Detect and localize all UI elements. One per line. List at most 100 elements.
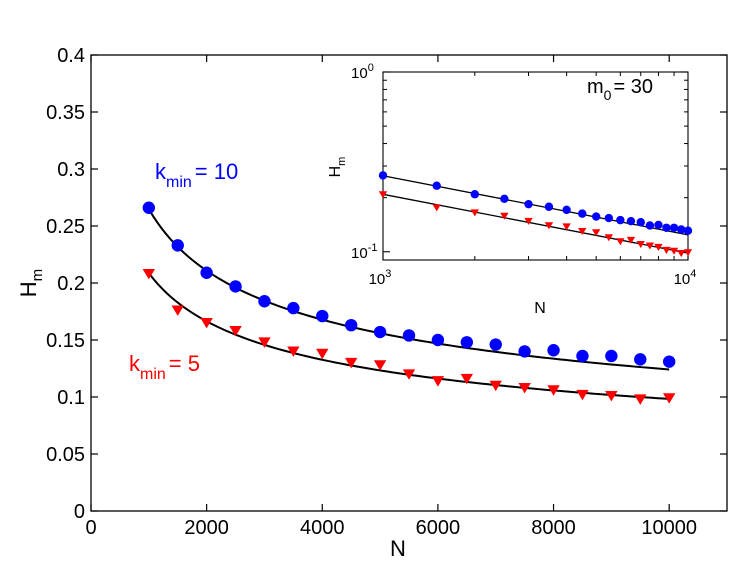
inset-annotation-base: m <box>587 76 604 98</box>
x-tick-label: 0 <box>85 517 96 539</box>
series-label-kmin-5-rest: = 5 <box>169 351 200 376</box>
inset-point-kmin-10 <box>669 223 679 232</box>
inset-point-kmin-5 <box>524 217 533 225</box>
inset-point-kmin-5 <box>677 250 686 258</box>
inset-point-kmin-5 <box>378 191 388 199</box>
data-point-kmin-10 <box>460 336 474 349</box>
inset-point-kmin-10 <box>578 209 587 218</box>
inset-y-tick-label: 100 <box>351 62 374 82</box>
data-point-kmin-10 <box>662 355 676 368</box>
y-tick-label: 0 <box>74 501 85 523</box>
y-axis-label-sub: m <box>29 269 46 282</box>
data-point-kmin-10 <box>171 239 184 252</box>
inset-point-kmin-5 <box>626 236 636 244</box>
data-point-kmin-5 <box>460 373 474 385</box>
data-point-kmin-5 <box>258 337 271 348</box>
inset-point-kmin-5 <box>636 241 645 249</box>
inset-point-kmin-5 <box>591 229 601 237</box>
series-label-kmin-5-sub: min <box>140 366 166 383</box>
data-point-kmin-5 <box>142 268 156 280</box>
data-point-kmin-5 <box>547 385 560 396</box>
inset-point-kmin-10 <box>677 225 686 234</box>
inset-point-kmin-10 <box>626 216 636 226</box>
inset-y-tick-exp: -1 <box>368 242 378 254</box>
inset-point-kmin-5 <box>432 204 441 212</box>
y-tick-label: 0.35 <box>46 102 85 124</box>
data-point-kmin-10 <box>287 301 300 315</box>
x-tick-label: 10000 <box>641 517 697 539</box>
inset-point-kmin-10 <box>378 171 388 180</box>
y-axis-label: Hm <box>16 269 46 297</box>
inset-point-kmin-10 <box>500 194 509 204</box>
data-point-kmin-10 <box>605 349 618 363</box>
data-point-kmin-10 <box>402 329 416 342</box>
main-ticks: 0 2000 4000 6000 8000 1000000.050.10.150.20.2… <box>46 45 727 539</box>
data-point-kmin-5 <box>576 389 589 401</box>
x-tick-label: 8000 <box>531 517 576 539</box>
y-tick-label: 0.3 <box>57 159 85 181</box>
y-axis-label-base: H <box>16 281 41 297</box>
y-tick-label: 0.2 <box>57 273 85 295</box>
x-tick-label: 6000 <box>416 517 461 539</box>
inset-y-tick-base: 10 <box>351 245 368 262</box>
inset-point-kmin-10 <box>616 215 625 225</box>
data-point-kmin-5 <box>229 325 242 337</box>
inset-y-tick-label: 10-1 <box>351 242 377 262</box>
inset-y-axis-label-sub: m <box>336 157 348 166</box>
inset-point-kmin-10 <box>470 190 480 199</box>
data-point-kmin-10 <box>229 280 242 293</box>
data-point-kmin-5 <box>316 348 329 360</box>
inset-y-axis-label: Hm <box>327 157 348 178</box>
series-label-kmin-10: kmin = 10 <box>155 159 238 191</box>
inset-x-axis-label: N <box>534 300 546 317</box>
inset-point-kmin-10 <box>683 226 693 235</box>
data-point-kmin-10 <box>200 266 213 279</box>
series-label-kmin-10-base: k <box>155 159 167 184</box>
inset-point-kmin-5 <box>562 223 571 231</box>
y-tick-label: 0.05 <box>46 444 85 466</box>
data-point-kmin-5 <box>431 376 445 387</box>
inset-x-tick-exp: 3 <box>385 268 391 280</box>
inset-point-kmin-5 <box>544 222 554 230</box>
data-point-kmin-5 <box>634 394 647 405</box>
inset-point-kmin-5 <box>470 209 480 217</box>
inset-point-kmin-10 <box>645 221 655 230</box>
inset-point-kmin-10 <box>662 223 671 232</box>
data-point-kmin-10 <box>634 353 647 366</box>
inset-point-kmin-10 <box>544 202 554 211</box>
inset-point-kmin-10 <box>591 212 601 221</box>
inset-y-tick-base: 10 <box>351 65 368 82</box>
data-point-kmin-10 <box>142 201 156 214</box>
data-point-kmin-5 <box>489 380 502 392</box>
x-tick-label: 2000 <box>184 517 229 539</box>
data-point-kmin-5 <box>287 346 300 357</box>
data-point-kmin-10 <box>489 338 502 351</box>
y-tick-label: 0.1 <box>57 387 85 409</box>
inset-point-kmin-10 <box>562 205 571 215</box>
inset-point-kmin-5 <box>669 247 679 255</box>
inset-point-kmin-5 <box>654 243 663 251</box>
inset-x-tick-exp: 4 <box>690 268 696 280</box>
data-point-kmin-5 <box>662 393 676 404</box>
inset-point-kmin-10 <box>432 181 441 190</box>
inset-y-axis-label-base: H <box>327 166 344 178</box>
inset-point-kmin-10 <box>604 213 614 223</box>
inset-point-kmin-5 <box>500 212 509 220</box>
data-point-kmin-5 <box>518 382 531 394</box>
inset-x-tick-base: 10 <box>369 271 386 288</box>
inset-point-kmin-10 <box>654 220 663 230</box>
inset-annotation-sub: 0 <box>604 87 612 103</box>
data-point-kmin-5 <box>402 369 416 380</box>
svg-text:Hm: Hm <box>16 269 46 297</box>
inset-x-tick-base: 10 <box>674 271 691 288</box>
svg-text:Hm: Hm <box>327 157 348 178</box>
data-point-kmin-10 <box>431 333 445 347</box>
inset-point-kmin-5 <box>683 249 693 257</box>
inset-point-kmin-5 <box>578 227 587 236</box>
inset-y-tick-exp: 0 <box>368 62 374 74</box>
inset-data-points <box>378 171 693 258</box>
data-point-kmin-5 <box>171 305 184 316</box>
data-point-kmin-10 <box>373 325 387 339</box>
data-point-kmin-10 <box>547 344 560 357</box>
